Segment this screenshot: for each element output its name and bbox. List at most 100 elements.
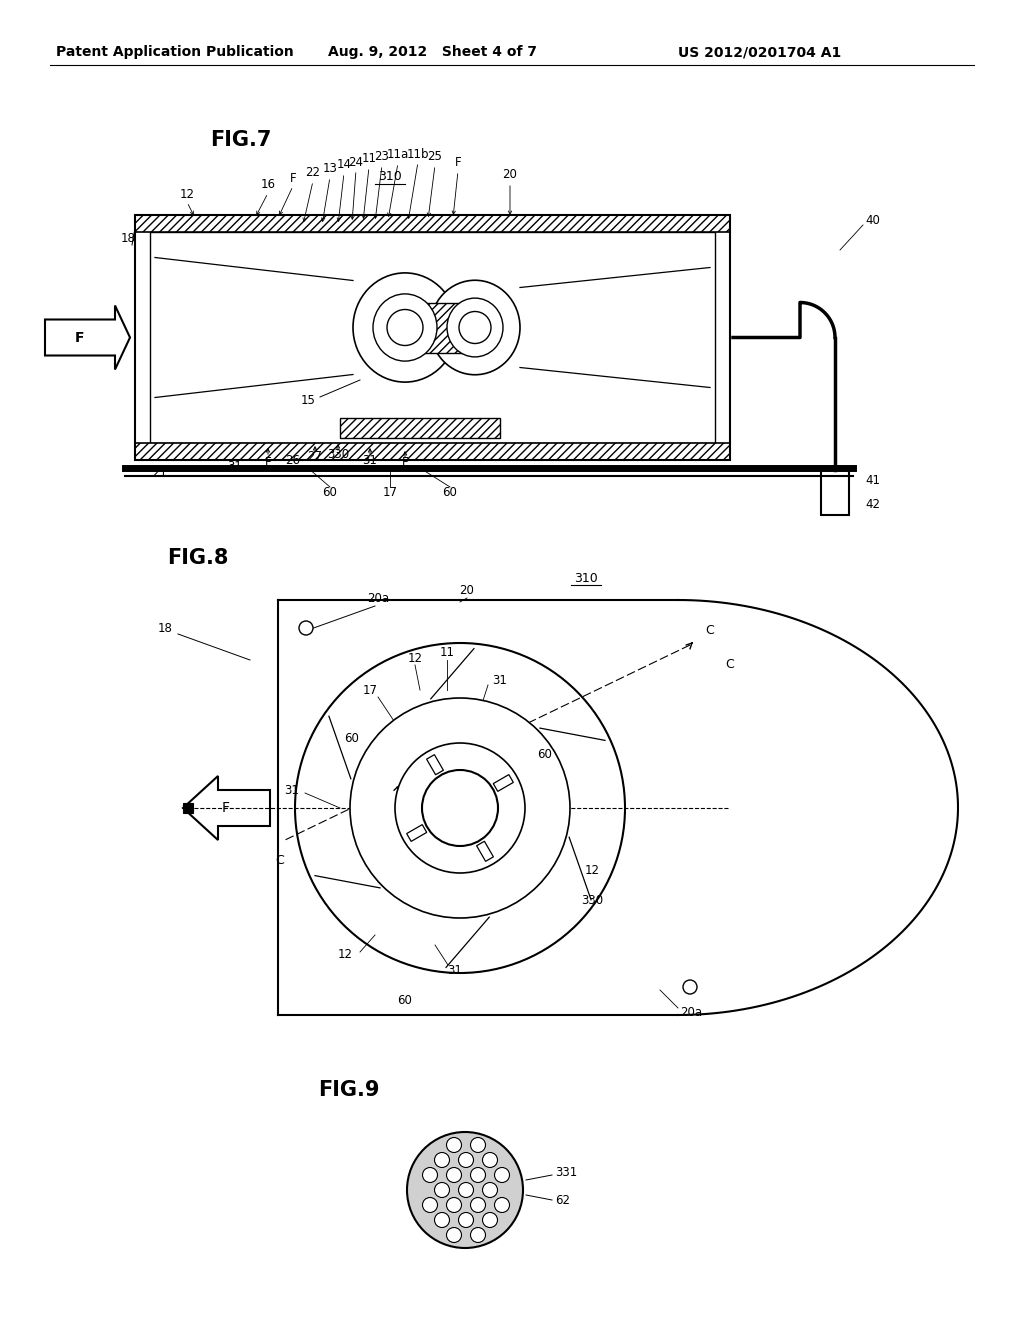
- Ellipse shape: [459, 1183, 473, 1197]
- Text: 31: 31: [362, 454, 378, 466]
- Text: FIG.8: FIG.8: [167, 548, 228, 568]
- Ellipse shape: [470, 1167, 485, 1183]
- Ellipse shape: [482, 1213, 498, 1228]
- Text: F: F: [401, 457, 409, 470]
- Ellipse shape: [422, 770, 498, 846]
- Text: 18: 18: [121, 231, 135, 244]
- Ellipse shape: [373, 294, 437, 362]
- Bar: [183, 803, 193, 813]
- Text: FIG.7: FIG.7: [210, 129, 271, 150]
- Ellipse shape: [446, 1138, 462, 1152]
- Text: 60: 60: [344, 731, 359, 744]
- Text: 310: 310: [574, 572, 598, 585]
- Bar: [135, 215, 730, 459]
- Ellipse shape: [470, 1138, 485, 1152]
- Text: 310: 310: [378, 170, 401, 183]
- Text: 12: 12: [179, 187, 195, 201]
- Text: 12: 12: [338, 949, 352, 961]
- Ellipse shape: [470, 1197, 485, 1213]
- Text: 31: 31: [227, 461, 243, 474]
- Text: 15: 15: [301, 393, 315, 407]
- Text: 11: 11: [361, 153, 377, 165]
- Text: 25: 25: [428, 150, 442, 164]
- Text: 31: 31: [493, 673, 508, 686]
- Ellipse shape: [395, 743, 525, 873]
- Text: 14: 14: [337, 158, 351, 172]
- Text: 11a: 11a: [387, 149, 410, 161]
- Text: 20: 20: [460, 583, 474, 597]
- Ellipse shape: [407, 1133, 523, 1247]
- Ellipse shape: [434, 1152, 450, 1167]
- Ellipse shape: [459, 312, 490, 343]
- Text: 16: 16: [260, 178, 275, 191]
- Ellipse shape: [495, 1197, 510, 1213]
- Text: 18: 18: [158, 622, 172, 635]
- Ellipse shape: [299, 620, 313, 635]
- Bar: [150, 232, 715, 444]
- Ellipse shape: [683, 979, 697, 994]
- Text: 20: 20: [503, 169, 517, 181]
- Text: 23: 23: [375, 150, 389, 164]
- Text: Patent Application Publication: Patent Application Publication: [56, 45, 294, 59]
- Text: F: F: [290, 172, 296, 185]
- Text: 17: 17: [362, 684, 378, 697]
- Ellipse shape: [482, 1183, 498, 1197]
- Ellipse shape: [470, 1228, 485, 1242]
- Ellipse shape: [350, 698, 570, 917]
- Text: F: F: [222, 801, 230, 814]
- Ellipse shape: [459, 1213, 473, 1228]
- Text: C: C: [706, 623, 715, 636]
- Ellipse shape: [434, 1183, 450, 1197]
- Text: 27: 27: [307, 450, 323, 463]
- Bar: [821, 470, 849, 515]
- Text: 31: 31: [447, 964, 463, 977]
- Text: 331: 331: [555, 1166, 578, 1179]
- Text: 12: 12: [585, 863, 599, 876]
- Ellipse shape: [447, 298, 503, 356]
- Text: 21: 21: [152, 466, 167, 479]
- Text: 20a: 20a: [367, 591, 389, 605]
- Bar: [135, 215, 730, 232]
- Ellipse shape: [446, 1228, 462, 1242]
- Text: C: C: [726, 659, 734, 672]
- Ellipse shape: [353, 273, 457, 381]
- Ellipse shape: [430, 280, 520, 375]
- Text: 12: 12: [408, 652, 423, 664]
- Ellipse shape: [434, 1213, 450, 1228]
- Ellipse shape: [423, 1167, 437, 1183]
- Text: 13: 13: [323, 162, 338, 176]
- Ellipse shape: [482, 1152, 498, 1167]
- Text: 60: 60: [323, 487, 338, 499]
- Text: 330: 330: [581, 894, 603, 907]
- Text: 26: 26: [286, 454, 300, 466]
- Text: 60: 60: [538, 748, 552, 762]
- Text: 330: 330: [327, 449, 349, 462]
- Text: 41: 41: [865, 474, 880, 487]
- Text: 60: 60: [442, 487, 458, 499]
- Ellipse shape: [446, 1197, 462, 1213]
- Ellipse shape: [295, 643, 625, 973]
- Ellipse shape: [446, 1167, 462, 1183]
- Ellipse shape: [423, 1197, 437, 1213]
- Text: 11: 11: [439, 645, 455, 659]
- Text: 11b: 11b: [407, 148, 429, 161]
- Bar: [393, 302, 487, 352]
- Text: 22: 22: [305, 166, 321, 180]
- Bar: [135, 444, 730, 459]
- Text: 42: 42: [865, 499, 880, 511]
- Ellipse shape: [495, 1167, 510, 1183]
- Text: 40: 40: [865, 214, 880, 227]
- Ellipse shape: [459, 1152, 473, 1167]
- Text: 24: 24: [348, 156, 364, 169]
- Text: 60: 60: [397, 994, 413, 1006]
- Text: Aug. 9, 2012   Sheet 4 of 7: Aug. 9, 2012 Sheet 4 of 7: [328, 45, 537, 59]
- Text: FIG.9: FIG.9: [318, 1080, 380, 1100]
- Text: 17: 17: [383, 487, 397, 499]
- Ellipse shape: [387, 309, 423, 346]
- Text: 62: 62: [555, 1193, 570, 1206]
- Text: US 2012/0201704 A1: US 2012/0201704 A1: [678, 45, 842, 59]
- Text: 20a: 20a: [680, 1006, 702, 1019]
- Text: F: F: [455, 157, 462, 169]
- Text: 31: 31: [285, 784, 299, 796]
- Text: F: F: [75, 330, 85, 345]
